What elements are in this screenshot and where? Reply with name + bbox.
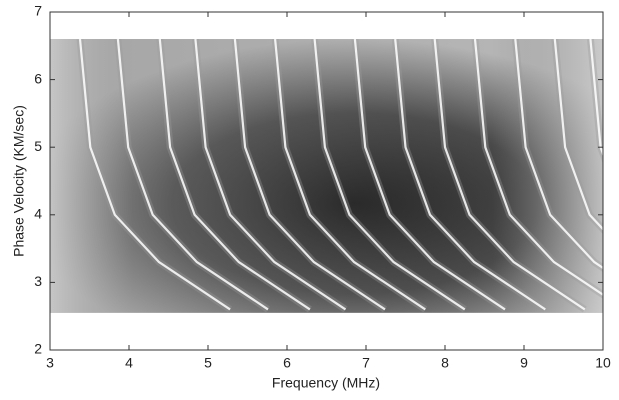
ridge bbox=[116, 39, 269, 311]
ridge bbox=[394, 39, 546, 311]
ridge bbox=[233, 39, 386, 311]
ridge bbox=[194, 39, 347, 311]
plot-frame bbox=[49, 11, 604, 351]
ridge bbox=[589, 39, 603, 158]
ridge bbox=[313, 39, 466, 311]
x-tick-label: 6 bbox=[283, 355, 291, 371]
x-axis-label: Frequency (MHz) bbox=[272, 375, 380, 391]
ridge bbox=[473, 39, 603, 297]
y-tick-label: 4 bbox=[34, 206, 42, 222]
ridge bbox=[553, 39, 603, 231]
x-tick-label: 10 bbox=[595, 355, 611, 371]
ridge bbox=[274, 39, 426, 311]
y-tick-label: 3 bbox=[34, 273, 42, 289]
ridge bbox=[433, 39, 586, 311]
x-tick-label: 5 bbox=[204, 355, 212, 371]
x-tick-label: 3 bbox=[46, 355, 54, 371]
x-tick-label: 4 bbox=[125, 355, 133, 371]
ridges bbox=[76, 39, 603, 313]
y-tick-label: 6 bbox=[34, 70, 42, 86]
ridge bbox=[158, 39, 311, 311]
x-tick-label: 8 bbox=[441, 355, 449, 371]
ridge bbox=[78, 39, 231, 311]
y-tick-label: 2 bbox=[34, 341, 42, 357]
y-tick-label: 5 bbox=[34, 138, 42, 154]
ridge bbox=[353, 39, 506, 311]
y-axis-label: Phase Velocity (KM/sec) bbox=[11, 105, 27, 257]
image-shade bbox=[50, 39, 603, 313]
y-tick-label: 7 bbox=[34, 3, 42, 19]
x-tick-label: 9 bbox=[520, 355, 528, 371]
x-tick-label: 7 bbox=[362, 355, 370, 371]
ridge bbox=[514, 39, 603, 270]
